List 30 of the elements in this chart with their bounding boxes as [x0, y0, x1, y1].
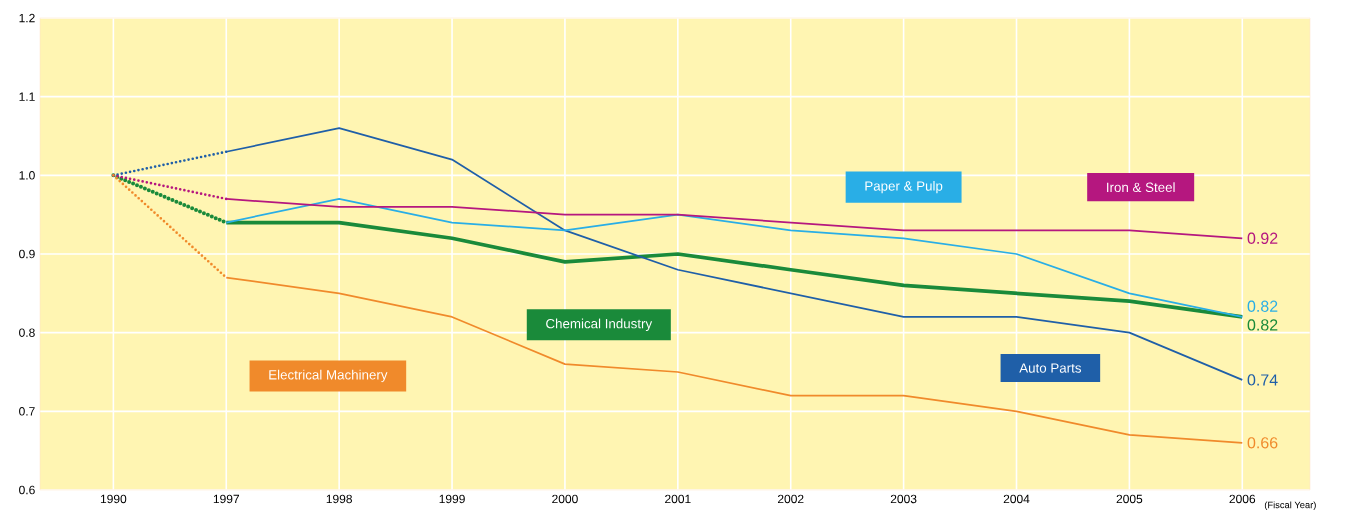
x-tick-label: 2003 [890, 494, 917, 504]
data-label: 0.82 [1247, 319, 1278, 331]
text: Paper & Pulp [865, 180, 943, 194]
y-tick-label: 0.6 [19, 485, 35, 495]
data-label: 0.66 [1247, 437, 1278, 449]
x-tick-label: 2000 [552, 494, 578, 504]
y-tick-label: 0.9 [19, 249, 35, 259]
y-tick-label: 0.8 [19, 328, 35, 337]
x-tick-label: 2006 [1229, 494, 1256, 504]
text: Electrical Machinery [269, 369, 388, 383]
y-tick-label: 1.2 [19, 13, 35, 23]
x-tick-label: 1998 [326, 494, 352, 504]
x-tick-label: 1999 [439, 494, 465, 504]
data-label: 0.82 [1247, 300, 1278, 312]
data-label: 0.92 [1247, 232, 1278, 244]
text: Auto Parts [1019, 363, 1081, 373]
x-tick-label: 1990 [100, 494, 127, 504]
data-label: 0.74 [1247, 374, 1278, 386]
y-tick-label: 0.7 [19, 407, 35, 416]
y-tick-label: 1.0 [19, 171, 35, 180]
x-tick-label: 2004 [1003, 494, 1030, 504]
y-tick-label: 1.1 [19, 92, 35, 101]
x-tick-label: 2002 [777, 494, 804, 504]
x-tick-label: 2005 [1116, 494, 1143, 504]
line-series [225, 198, 1244, 318]
x-tick-label: 2001 [665, 494, 691, 504]
text: Chemical Industry [546, 318, 653, 332]
x-axis-title: (Fiscal Year) [1264, 501, 1316, 511]
x-tick-label: 1997 [213, 494, 240, 504]
text: Iron & Steel [1107, 182, 1175, 193]
